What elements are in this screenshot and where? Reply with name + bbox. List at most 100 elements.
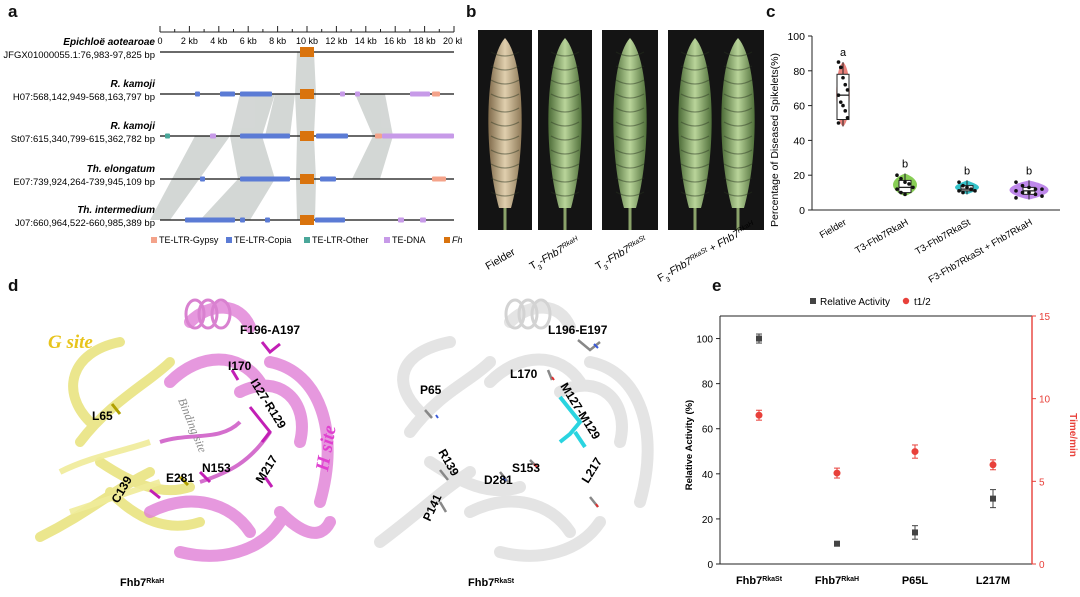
data-point [843, 82, 848, 87]
spikelet-line [723, 177, 753, 183]
c-xlabel: F3-Fhb7RkaSt + Fhb7RkaH [927, 217, 1035, 286]
spike-label: Fielder [484, 246, 518, 273]
residue-label: L217 [579, 455, 606, 486]
te-element [165, 133, 170, 139]
e-ylabel-left: Relative Activity (%) [684, 400, 695, 490]
c-xlabel: T3-Fhb7RkaSt [913, 217, 972, 258]
e-axes: 0 20 40 60 80 100 0 5 10 15 [696, 312, 1050, 571]
data-point [836, 93, 841, 97]
track-locus: J07:660,964,522-660,985,389 bp [15, 218, 155, 229]
track-species: Th. intermedium [77, 205, 155, 216]
wheat-spike [548, 38, 582, 230]
spikelet-line [490, 93, 520, 99]
e-point-group [756, 333, 762, 344]
track-locus: E07:739,924,264-739,945,109 bp [13, 177, 155, 188]
data-point [836, 60, 841, 64]
ruler-label: 4 kb [210, 36, 227, 46]
spikelet-line [550, 65, 580, 71]
spikelet-line [615, 163, 645, 169]
spikelet-line [550, 121, 580, 127]
track-locus: St07:615,340,799-615,362,782 bp [11, 134, 155, 145]
spikelet-line [490, 149, 520, 155]
spikelet-line [490, 107, 520, 113]
ribbon [230, 94, 275, 136]
e-point-group [912, 525, 918, 540]
residue-label: L196-E197 [548, 323, 608, 337]
panel-e-scatter: Relative Activity t1/2 Relative Activity … [684, 297, 1078, 587]
fhb7-cds [300, 174, 314, 184]
c-ytick-label: 80 [793, 66, 805, 78]
te-element [240, 91, 272, 97]
half-life-point [911, 448, 919, 456]
half-life-point [833, 469, 841, 477]
c-ylabel: Percentage of Diseased Spikelets(%) [769, 53, 781, 227]
panel-c-violin: Percentage of Diseased Spikelets(%) 0 20 4… [769, 31, 1060, 286]
spikelet-line [680, 135, 710, 141]
e-ytick-right-label: 0 [1039, 560, 1045, 571]
spikelet-line [680, 149, 710, 155]
data-point [1020, 183, 1025, 188]
e-xlabel: L217M [976, 575, 1010, 587]
data-point [838, 65, 843, 70]
spikelet-line [723, 65, 753, 71]
activity-point [912, 529, 918, 536]
legend-swatch [151, 237, 157, 243]
tracks: Epichloë aotearoae JFGX01000055.1:76,983-… [3, 37, 454, 229]
e-ytick-left-label: 40 [702, 470, 714, 481]
ruler-label: 20 kb [443, 36, 462, 46]
fhb7-cds [300, 131, 314, 141]
track-species: Th. elongatum [87, 164, 155, 175]
spikelet-line [550, 51, 580, 57]
track: R. kamoji St07:615,340,799-615,362,782 bp [11, 121, 454, 145]
residue-label: D281 [484, 473, 513, 487]
e-xlabel: Fhb7RkaSt [736, 575, 783, 587]
ribbon [295, 94, 316, 136]
data-point [899, 176, 903, 181]
e-xlabels: Fhb7RkaSt Fhb7RkaH P65L L217M [736, 575, 1010, 587]
te-element [420, 217, 426, 223]
spikelet-line [723, 163, 753, 169]
residue-label: P141 [420, 492, 445, 524]
spikelet-line [680, 65, 710, 71]
fhb7-cds [300, 215, 314, 225]
sig-letter: a [840, 47, 847, 59]
legend-swatch [444, 237, 450, 243]
data-point [961, 183, 965, 188]
spikelet-line [680, 121, 710, 127]
ribbon [352, 136, 393, 179]
te-element [320, 176, 336, 182]
te-element [195, 91, 200, 97]
data-point [895, 173, 899, 177]
ruler-label: 12 kb [325, 36, 347, 46]
residue-label: F196-A197 [240, 323, 300, 337]
spikelet-line [680, 93, 710, 99]
e-ylabel-right: Time/min [1067, 413, 1078, 457]
data-point [1014, 196, 1018, 200]
spikelet-line [615, 79, 645, 85]
spikelet-line [615, 149, 645, 155]
activity-point [756, 335, 762, 342]
sig-letter: b [964, 165, 970, 177]
e-point-group [833, 467, 841, 479]
spikelet-line [550, 93, 580, 99]
ruler-label: 0 [157, 36, 162, 46]
ruler-label: 14 kb [355, 36, 377, 46]
data-point [1027, 185, 1031, 190]
spikelet-line [550, 177, 580, 183]
data-point [1020, 190, 1025, 195]
panel-letter-b: b [466, 2, 477, 21]
spikelet-line [490, 79, 520, 85]
data-point [1033, 192, 1038, 197]
spikelet-line [550, 191, 580, 197]
te-element [355, 91, 360, 97]
spike-body [678, 38, 712, 208]
te-element [382, 133, 454, 139]
sig-letter: b [1026, 165, 1032, 177]
data-point [841, 103, 845, 108]
spikelet-line [490, 177, 520, 183]
residue-label: L170 [510, 367, 538, 381]
panel-letter-a: a [8, 2, 18, 21]
spikelet-line [550, 107, 580, 113]
residue-label: S153 [512, 461, 540, 475]
te-element [240, 176, 290, 182]
